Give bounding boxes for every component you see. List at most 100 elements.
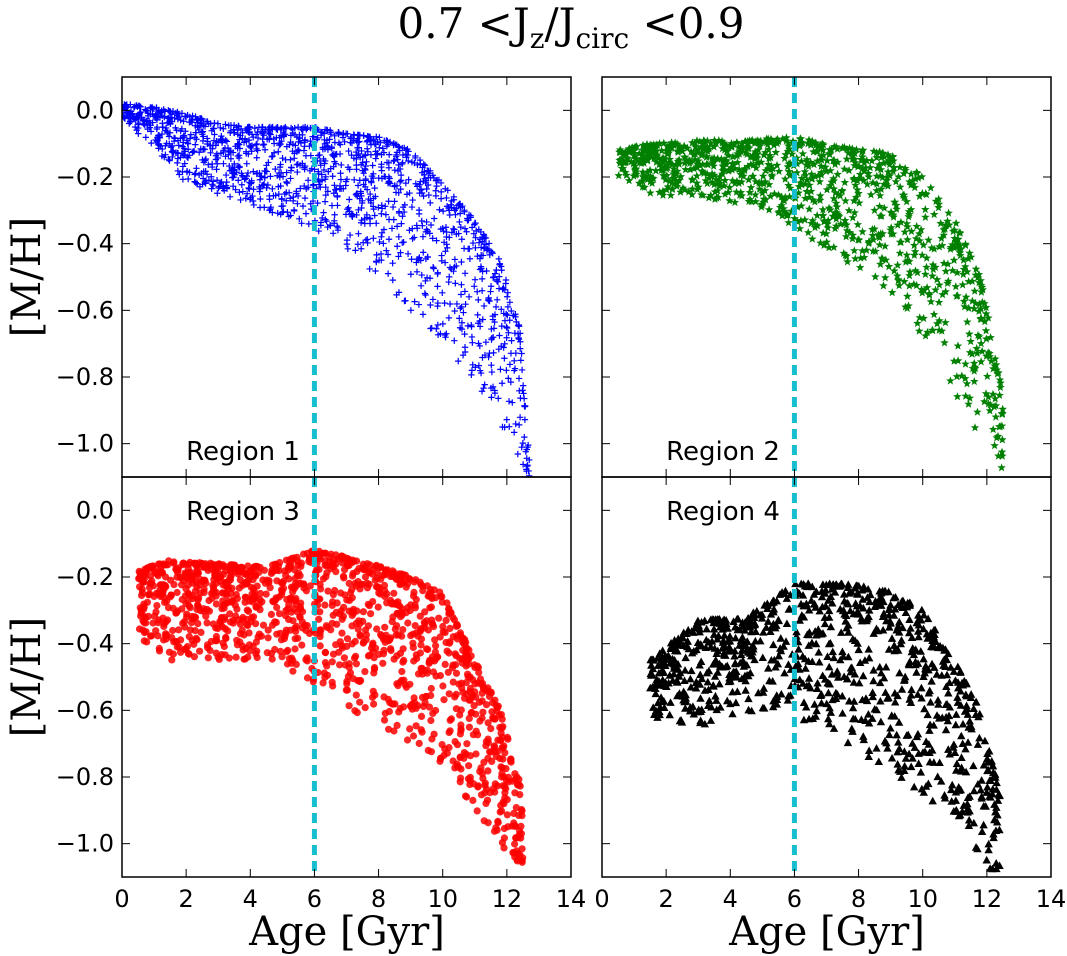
data-point	[479, 774, 487, 783]
data-point	[855, 263, 865, 272]
data-point	[961, 262, 970, 271]
data-point	[942, 220, 951, 229]
data-point	[786, 691, 795, 699]
data-point	[943, 216, 952, 225]
data-point	[813, 678, 822, 687]
data-point	[361, 704, 369, 712]
data-point	[709, 624, 719, 633]
data-point	[744, 175, 753, 184]
data-point	[419, 222, 426, 229]
data-point	[965, 329, 974, 338]
data-point	[269, 185, 276, 192]
data-point	[826, 622, 836, 631]
data-point	[964, 254, 973, 263]
data-point	[865, 597, 874, 606]
data-point	[470, 702, 478, 710]
data-point	[774, 615, 783, 624]
data-point	[398, 667, 406, 676]
data-point	[884, 157, 894, 166]
data-point	[904, 301, 913, 310]
data-point	[698, 190, 708, 199]
data-point	[750, 154, 759, 163]
data-point	[397, 185, 404, 193]
data-point	[744, 144, 754, 153]
data-point	[209, 178, 217, 185]
data-point	[140, 612, 148, 621]
data-point	[733, 158, 742, 167]
data-point	[426, 230, 433, 237]
data-point	[202, 155, 210, 163]
data-point	[267, 610, 275, 619]
data-point	[245, 641, 254, 649]
data-point	[729, 617, 738, 625]
data-point	[862, 616, 871, 625]
data-point	[417, 160, 424, 168]
data-point	[472, 750, 480, 758]
data-point	[844, 148, 853, 157]
data-point	[826, 592, 835, 600]
data-point	[516, 851, 524, 859]
data-point	[482, 701, 491, 709]
data-point	[675, 716, 685, 725]
data-point	[776, 634, 785, 642]
data-point	[814, 171, 823, 180]
data-point	[386, 596, 395, 605]
data-point	[273, 630, 281, 638]
data-point	[426, 656, 434, 664]
data-point	[314, 199, 321, 207]
data-point	[253, 647, 261, 655]
data-point	[993, 369, 1002, 378]
data-point	[418, 271, 425, 279]
data-point	[905, 177, 914, 186]
data-point	[763, 617, 773, 625]
data-point	[907, 226, 916, 236]
data-point	[511, 329, 519, 337]
data-point	[348, 586, 356, 594]
data-point	[921, 331, 930, 340]
data-point	[215, 184, 222, 192]
data-point	[669, 164, 678, 173]
data-point	[487, 384, 495, 392]
data-point	[959, 296, 969, 305]
data-point	[287, 167, 295, 174]
data-point	[424, 167, 431, 174]
data-point	[858, 246, 867, 255]
data-point	[216, 183, 223, 190]
data-point	[501, 355, 508, 362]
data-point	[474, 783, 482, 791]
data-point	[439, 289, 446, 297]
data-point	[445, 314, 453, 322]
data-point	[358, 199, 366, 207]
data-point	[696, 707, 705, 715]
data-point	[378, 163, 385, 171]
data-point	[408, 256, 415, 263]
data-point	[203, 171, 211, 178]
data-point	[737, 650, 746, 659]
data-point	[798, 149, 808, 158]
data-point	[372, 193, 379, 200]
data-point	[965, 716, 974, 725]
data-point	[329, 682, 337, 690]
data-point	[384, 179, 392, 187]
data-point	[970, 423, 980, 432]
data-point	[434, 302, 441, 310]
data-point	[348, 594, 356, 602]
data-point	[875, 191, 885, 200]
data-point	[920, 704, 929, 713]
data-point	[355, 131, 362, 139]
data-point	[886, 619, 896, 627]
data-point	[418, 189, 426, 197]
data-point	[935, 641, 945, 650]
data-point	[881, 255, 891, 264]
data-point	[374, 584, 382, 592]
data-point	[485, 240, 493, 247]
data-point	[924, 235, 933, 244]
data-point	[359, 153, 367, 160]
data-point	[289, 667, 297, 675]
data-point	[261, 204, 268, 211]
data-point	[395, 208, 403, 215]
data-point	[469, 361, 476, 368]
data-point	[417, 282, 425, 289]
data-point	[638, 167, 648, 176]
data-point	[954, 239, 963, 248]
